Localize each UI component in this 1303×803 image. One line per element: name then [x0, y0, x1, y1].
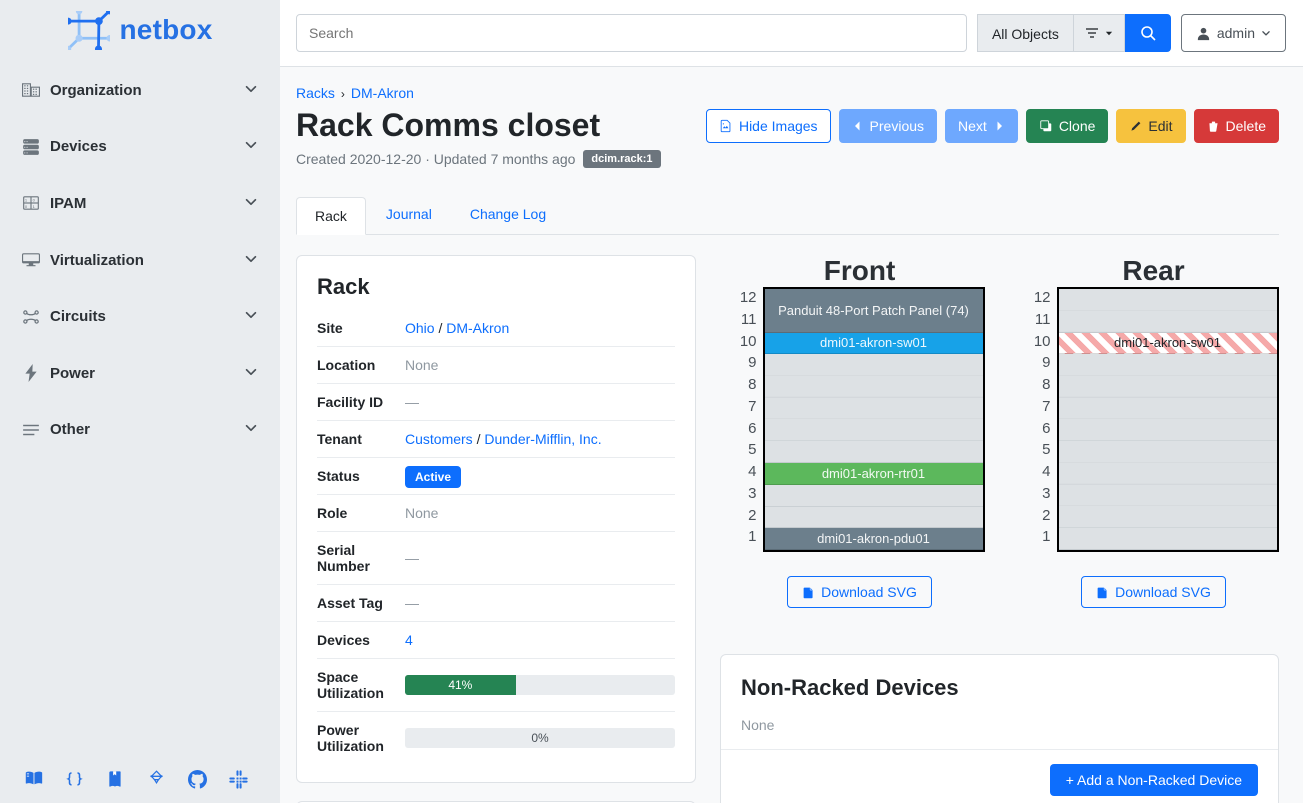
svg-text:1: 1 [25, 198, 28, 203]
svg-text:0: 0 [25, 204, 28, 209]
svg-text:1: 1 [33, 204, 36, 209]
svg-text:0: 0 [33, 198, 36, 203]
